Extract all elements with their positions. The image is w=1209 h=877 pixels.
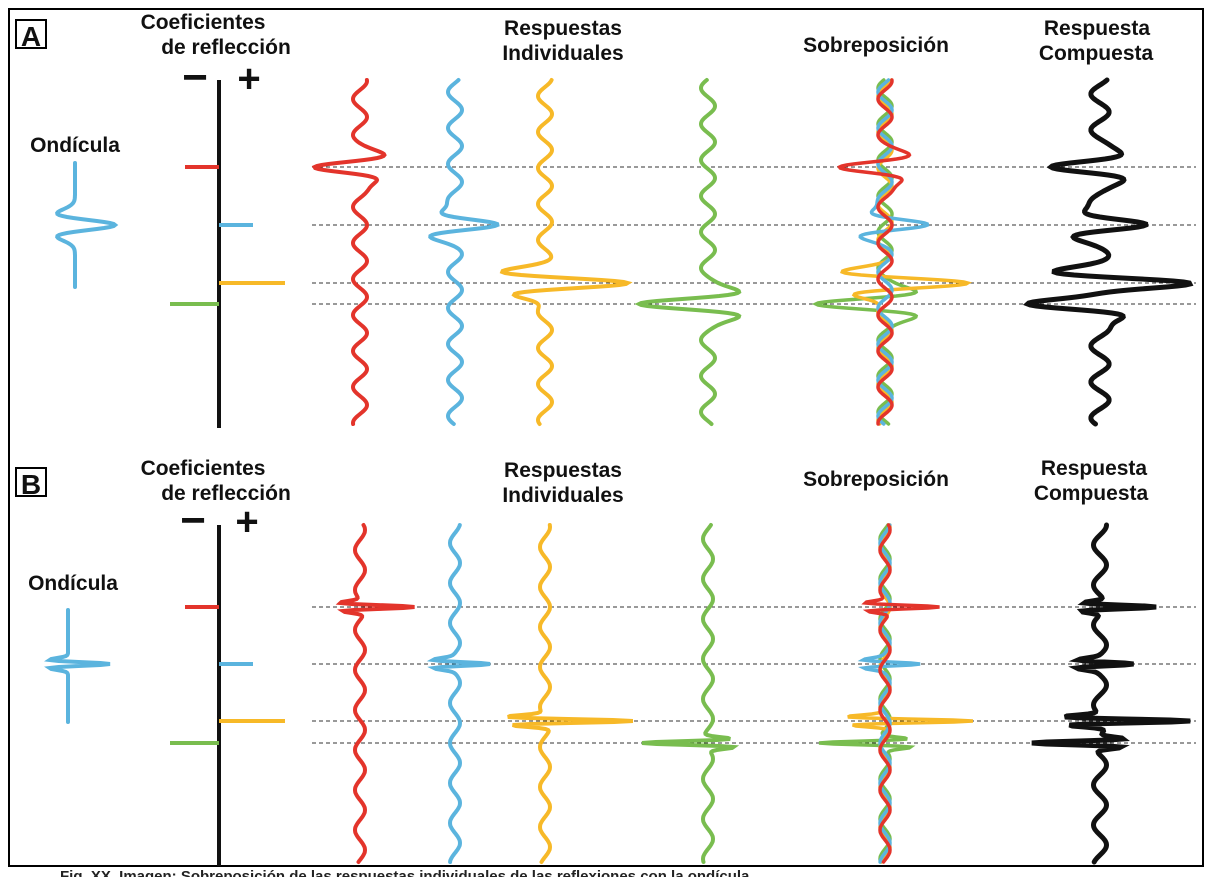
wavelet-trace [44,608,111,724]
panel-b-coef-title-line2: de reflección [161,482,291,505]
panel-b-overlay-title: Sobreposición [803,468,949,491]
individual-response-trace [426,523,491,864]
wavelet-trace [55,161,119,289]
panel-a-composite-title-line1: Respuesta [1044,17,1151,40]
composite-response-trace [1031,522,1191,865]
overlay-trace [840,78,972,426]
panel-a: A Coeficientes de reflección Respuestas … [15,11,1154,157]
overlay-trace [837,78,912,426]
figure-caption: Fig. XX. Imagen: Sobreposición de las re… [60,868,750,877]
figure-frame [8,8,1204,867]
panel-a-plus-sign: + [237,57,260,101]
overlay-trace [861,523,940,864]
panel-a-wavelet-label: Ondícula [30,134,120,157]
panel-b: B Coeficientes de reflección Respuestas … [15,457,1149,595]
panel-b-letter: B [21,469,41,500]
individual-response-trace [499,78,633,426]
panel-a-individual-title-line1: Respuestas [504,17,622,40]
panel-b-plus-sign: + [235,500,258,544]
panel-a-overlay-title: Sobreposición [803,34,949,57]
panel-b-individual-title-line1: Respuestas [504,459,622,482]
individual-response-trace [507,523,634,864]
overlay-trace [818,523,916,864]
individual-response-trace [634,78,742,426]
panel-a-coef-title-line1: Coeficientes [141,11,266,34]
panel-a-coef-title-line2: de reflección [161,36,291,59]
individual-response-trace [641,523,740,864]
panel-b-coef-title-line1: Coeficientes [141,457,266,480]
panel-b-minus-sign: − [180,496,206,545]
individual-response-trace [335,523,415,864]
overlay-trace [811,78,919,426]
panel-b-letter-box [15,467,47,497]
individual-response-trace [311,78,387,426]
panel-a-letter: A [21,21,41,52]
panel-a-individual-title-line2: Individuales [502,42,623,65]
overlay-trace [847,523,973,864]
panel-b-traces [44,522,1196,866]
panel-a-composite-title-line2: Compuesta [1039,42,1154,65]
panel-a-minus-sign: − [182,53,208,102]
panel-b-composite-title-line2: Compuesta [1034,482,1149,505]
panel-b-individual-title-line2: Individuales [502,484,623,507]
panel-b-wavelet-label: Ondícula [28,572,118,595]
overlay-trace [858,78,930,426]
panel-b-composite-title-line1: Respuesta [1041,457,1148,480]
panel-a-traces [55,77,1196,428]
individual-response-trace [428,78,500,426]
panel-a-letter-box [15,19,47,49]
composite-response-trace [1022,77,1194,427]
